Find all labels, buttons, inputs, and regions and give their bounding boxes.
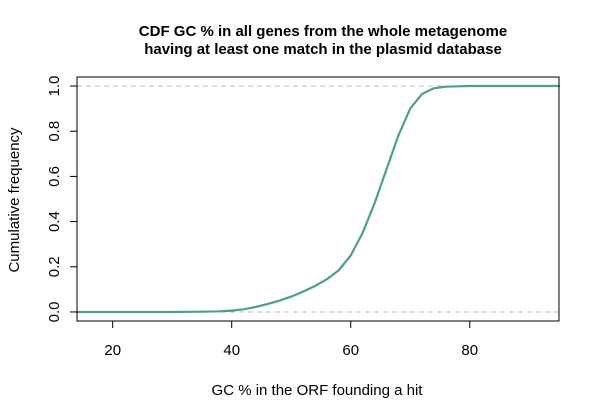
plot-frame: [76, 76, 560, 322]
cdf-line: [75, 84, 561, 314]
y-tick-label: 0.4: [46, 211, 63, 232]
x-axis-label: GC % in the ORF founding a hit: [212, 382, 424, 399]
x-tick-label: 40: [223, 342, 240, 359]
series-group: [75, 84, 561, 314]
y-tick-label: 0.0: [46, 302, 63, 323]
y-tick-label: 0.2: [46, 256, 63, 277]
y-axis: 0.0 0.2 0.4 0.6 0.8 1.0: [46, 76, 77, 323]
x-tick-label: 80: [461, 342, 478, 359]
x-tick-label: 20: [104, 342, 121, 359]
x-tick-label: 60: [342, 342, 359, 359]
y-axis-label: Cumulative frequency: [6, 127, 23, 273]
x-axis: 20 40 60 80: [104, 321, 478, 359]
chart-subtitle: having at least one match in the plasmid…: [144, 41, 502, 58]
y-tick-label: 0.8: [46, 121, 63, 142]
y-tick-label: 1.0: [46, 76, 63, 97]
y-tick-label: 0.6: [46, 166, 63, 187]
chart-title: CDF GC % in all genes from the whole met…: [139, 23, 507, 40]
reference-lines: [77, 85, 559, 313]
